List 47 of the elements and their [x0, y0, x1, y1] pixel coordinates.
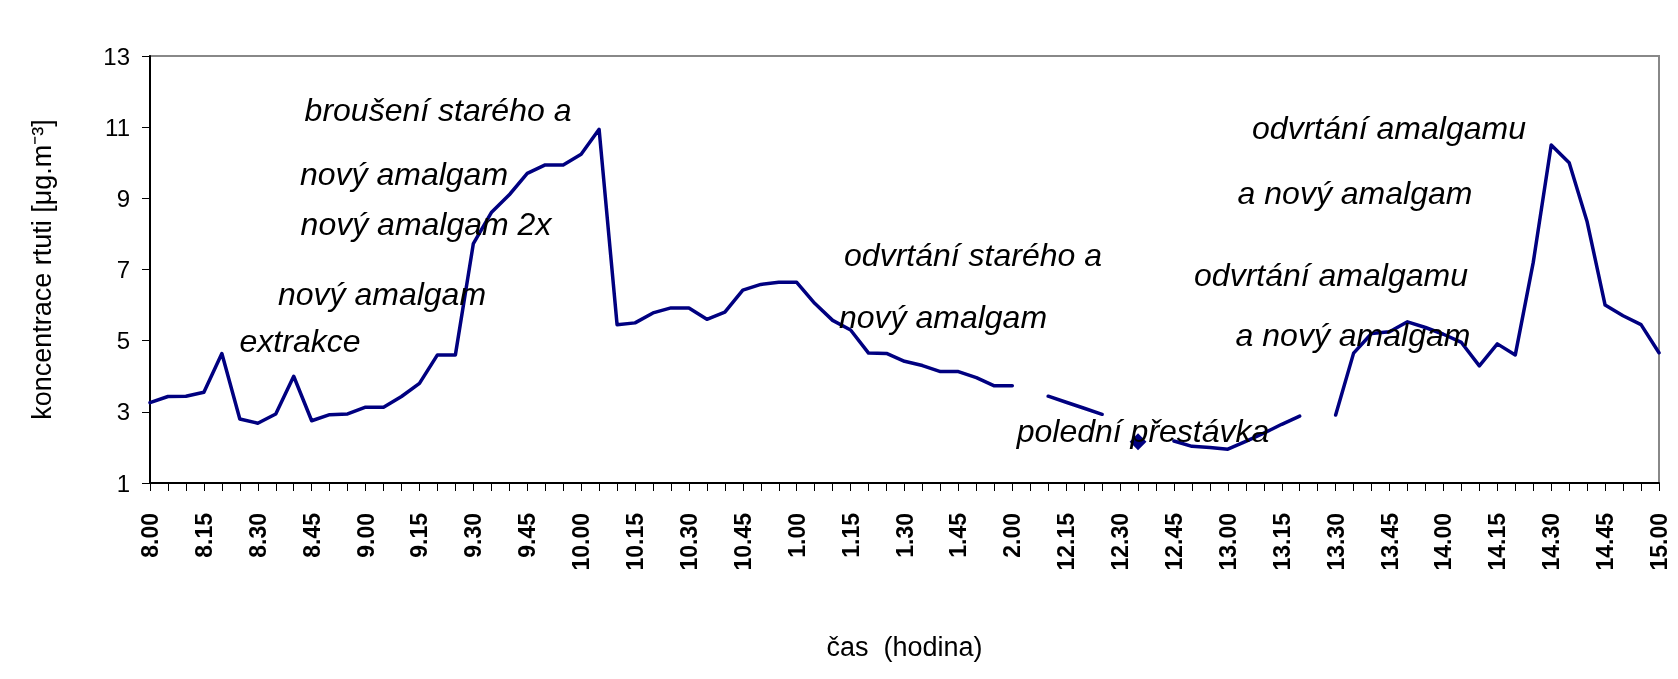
x-tick-label: 8.00 — [137, 513, 163, 558]
annotation: nový amalgam — [299, 156, 509, 192]
x-tick-label: 1.15 — [837, 512, 864, 558]
x-tick-label: 10.45 — [729, 512, 756, 571]
x-tick-label: 12.15 — [1053, 512, 1080, 571]
y-tick-label: 5 — [116, 327, 130, 355]
annotation: extrakce — [239, 323, 361, 359]
x-tick-label: 14.30 — [1538, 513, 1565, 571]
y-tick-label: 13 — [103, 42, 130, 70]
y-tick-label: 11 — [105, 113, 130, 141]
y-tick-label: 3 — [116, 398, 130, 426]
x-tick-label: 8.30 — [244, 513, 271, 558]
x-tick-label: 2.00 — [999, 513, 1026, 558]
x-tick-label: 13.15 — [1268, 512, 1295, 571]
annotation: odvrtání amalgamu — [1194, 257, 1469, 293]
x-tick-label: 8.15 — [190, 512, 217, 558]
annotation: nový amalgam — [838, 299, 1048, 335]
x-tick-label: 13.30 — [1322, 513, 1349, 571]
annotation: a nový amalgam — [1237, 175, 1473, 211]
x-tick-label: 10.30 — [675, 513, 702, 571]
y-tick-label: 7 — [116, 256, 130, 283]
x-tick-label: 10.15 — [622, 512, 649, 571]
x-tick-label: 1.30 — [891, 513, 918, 558]
x-tick-label: 12.30 — [1107, 513, 1134, 571]
x-tick-label: 13.45 — [1376, 512, 1403, 571]
x-tick-label: 10.00 — [568, 513, 595, 571]
x-tick-label: 15.00 — [1646, 513, 1672, 571]
x-tick-label: 9.30 — [460, 513, 487, 558]
annotation: odvrtání starého a — [844, 237, 1102, 273]
annotation: odvrtání amalgamu — [1252, 110, 1527, 146]
y-tick-label: 1 — [116, 469, 130, 497]
x-tick-label: 1.00 — [783, 513, 810, 558]
annotation: broušení starého a — [304, 92, 572, 128]
x-tick-label: 9.45 — [514, 512, 541, 558]
x-tick-label: 8.45 — [298, 512, 325, 558]
x-tick-label: 14.00 — [1430, 513, 1457, 571]
x-tick-label: 9.15 — [406, 512, 433, 558]
x-tick-label: 14.45 — [1592, 512, 1619, 571]
x-tick-label: 9.00 — [352, 513, 379, 558]
x-tick-label: 1.45 — [945, 512, 972, 558]
annotation: polední přestávka — [1015, 413, 1270, 449]
x-axis-title: čas (hodina) — [826, 631, 983, 662]
y-tick-label: 9 — [116, 184, 130, 212]
x-tick-label: 14.15 — [1484, 512, 1511, 571]
x-tick-label: 13.00 — [1214, 513, 1241, 571]
y-axis-title: koncentrace rtuti [μg.m⁻³] — [26, 119, 57, 420]
x-tick-label: 12.45 — [1160, 512, 1187, 571]
